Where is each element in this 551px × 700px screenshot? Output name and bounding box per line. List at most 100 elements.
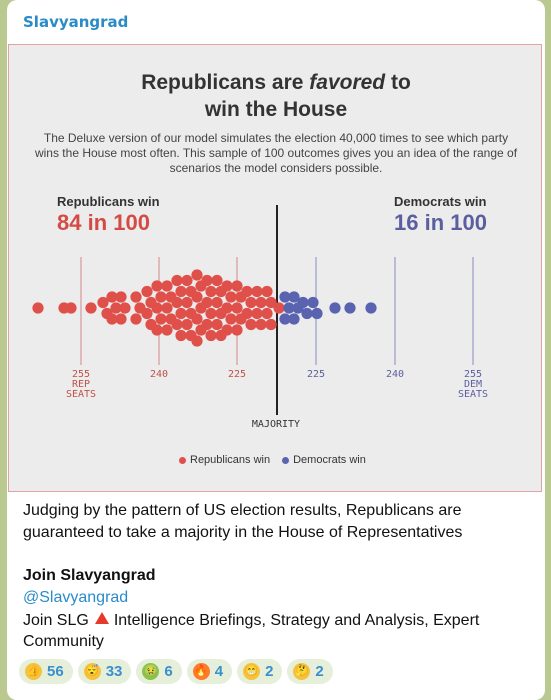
rep-outcome-dot bbox=[181, 296, 193, 309]
chart-legend: Republicans win Democrats win bbox=[179, 454, 366, 466]
dem-outcome-dot bbox=[288, 291, 300, 303]
title-emphasis: favored bbox=[309, 71, 386, 94]
rep-outcome-dot bbox=[251, 307, 263, 320]
rep-outcome-dot bbox=[273, 302, 285, 314]
thinking-face-icon: 🤔 bbox=[293, 663, 311, 680]
dem-outcome-dot bbox=[311, 307, 323, 320]
rep-outcome-dot bbox=[175, 285, 187, 298]
rep-outcome-dot bbox=[181, 274, 193, 287]
axis-tick-label: 255 REP SEATS bbox=[65, 369, 97, 400]
rep-outcome-dot bbox=[225, 313, 237, 325]
dem-outcome-dot bbox=[279, 291, 291, 303]
dem-outcome-dot bbox=[329, 302, 341, 314]
rep-outcome-dot bbox=[211, 274, 223, 287]
rep-outcome-dot bbox=[115, 291, 127, 303]
rep-outcome-dot bbox=[241, 307, 253, 320]
rep-outcome-dot bbox=[175, 307, 187, 320]
rep-outcome-dot bbox=[255, 296, 267, 309]
reaction-thinking-face[interactable]: 🤔 2 bbox=[287, 659, 333, 684]
rep-outcome-dot bbox=[171, 318, 183, 331]
legend-dem: Democrats win bbox=[293, 454, 366, 466]
dem-outcome-dot bbox=[283, 302, 295, 314]
rep-outcome-dot bbox=[97, 296, 109, 309]
rep-outcome-dot bbox=[221, 324, 233, 336]
rep-outcome-dot bbox=[201, 318, 213, 331]
beeswarm-chart bbox=[32, 205, 474, 415]
axis-tick-label: 225 bbox=[306, 369, 326, 380]
rep-outcome-dot bbox=[221, 302, 233, 314]
reaction-count: 6 bbox=[164, 663, 173, 680]
rep-outcome-dot bbox=[32, 302, 44, 314]
rep-outcome-dot bbox=[231, 280, 243, 292]
rep-outcome-dot bbox=[161, 280, 173, 292]
rep-outcome-dot bbox=[265, 296, 277, 309]
reaction-thumbs-up[interactable]: 👍 56 bbox=[19, 659, 73, 684]
rep-legend-dot bbox=[179, 456, 186, 464]
dem-legend-dot bbox=[282, 456, 290, 464]
rep-outcome-dot bbox=[130, 291, 142, 303]
thumbs-up-icon: 👍 bbox=[25, 663, 42, 680]
reactions-bar: 👍 56 😴 33 🤢 6 🔥 4 😁 2 🤔 2 bbox=[19, 659, 333, 684]
reaction-count: 4 bbox=[214, 663, 224, 680]
nauseated-face-icon: 🤢 bbox=[142, 663, 160, 680]
rep-value: 84 in 100 bbox=[57, 210, 150, 235]
dem-outcome-dot bbox=[297, 296, 309, 309]
channel-handle-link[interactable]: @Slavyangrad bbox=[23, 589, 129, 606]
axis-tick-label: 255 DEM SEATS bbox=[457, 369, 489, 400]
rep-outcome-dot bbox=[115, 313, 127, 325]
rep-outcome-dot bbox=[191, 269, 203, 281]
rep-outcome-dot bbox=[130, 313, 142, 325]
rep-outcome-dot bbox=[201, 296, 213, 309]
reaction-count: 33 bbox=[105, 663, 123, 680]
dem-label: Democrats win bbox=[394, 194, 487, 209]
rep-outcome-dot bbox=[261, 307, 273, 320]
rep-outcome-dot bbox=[151, 302, 163, 314]
reaction-yawning-face[interactable]: 😴 33 bbox=[77, 659, 132, 684]
reaction-nauseated-face[interactable]: 🤢 6 bbox=[136, 659, 182, 684]
yawning-face-icon: 😴 bbox=[83, 663, 101, 680]
rep-outcome-dot bbox=[181, 318, 193, 331]
axis-tick-label: 240 bbox=[385, 369, 405, 380]
grinning-face-icon: 😁 bbox=[243, 663, 261, 680]
reaction-grinning-face[interactable]: 😁 2 bbox=[237, 659, 283, 684]
rep-outcome-dot bbox=[211, 296, 223, 309]
rep-outcome-dot bbox=[171, 296, 183, 309]
rep-outcome-dot bbox=[205, 285, 217, 298]
rep-outcome-dot bbox=[161, 302, 173, 314]
rep-outcome-dot bbox=[241, 285, 253, 298]
fire-icon: 🔥 bbox=[192, 663, 210, 680]
rep-outcome-dot bbox=[265, 318, 277, 331]
rep-outcome-dot bbox=[245, 296, 257, 309]
reaction-count: 2 bbox=[265, 663, 274, 680]
dem-outcome-dot bbox=[301, 307, 313, 320]
dem-outcome-dot bbox=[307, 296, 319, 309]
dem-outcome-dot bbox=[344, 302, 356, 314]
channel-name[interactable]: Slavyangrad bbox=[23, 13, 129, 31]
axis-tick-label: 240 bbox=[149, 369, 169, 380]
rep-outcome-dot bbox=[251, 285, 263, 298]
rep-outcome-dot bbox=[161, 324, 173, 336]
rep-outcome-dot bbox=[205, 329, 217, 342]
rep-outcome-dot bbox=[261, 285, 273, 298]
legend-rep: Republicans win bbox=[190, 454, 271, 466]
rep-outcome-dot bbox=[201, 274, 213, 287]
dem-outcome-dot bbox=[279, 313, 291, 325]
rep-outcome-dot bbox=[245, 318, 257, 331]
reaction-count: 2 bbox=[315, 663, 324, 680]
rep-outcome-dot bbox=[106, 313, 118, 325]
dem-outcome-dot bbox=[365, 302, 377, 314]
rep-outcome-dot bbox=[255, 318, 267, 331]
chart-subtitle: The Deluxe version of our model simulate… bbox=[34, 131, 518, 175]
axis-tick-label: 225 bbox=[227, 369, 247, 380]
join-title: Join Slavyangrad bbox=[23, 567, 156, 584]
chart-title: Republicans are favored to win the House bbox=[141, 71, 411, 121]
rep-outcome-dot bbox=[151, 280, 163, 292]
rep-outcome-dot bbox=[231, 324, 243, 336]
reaction-fire[interactable]: 🔥 4 bbox=[186, 659, 233, 684]
rep-outcome-dot bbox=[141, 285, 153, 298]
chart-image[interactable]: Republicans are favored to win the House… bbox=[8, 44, 542, 492]
rep-outcome-dot bbox=[221, 280, 233, 292]
rep-outcome-dot bbox=[231, 302, 243, 314]
rep-label: Republicans win bbox=[57, 194, 160, 209]
rep-outcome-dot bbox=[155, 313, 167, 325]
